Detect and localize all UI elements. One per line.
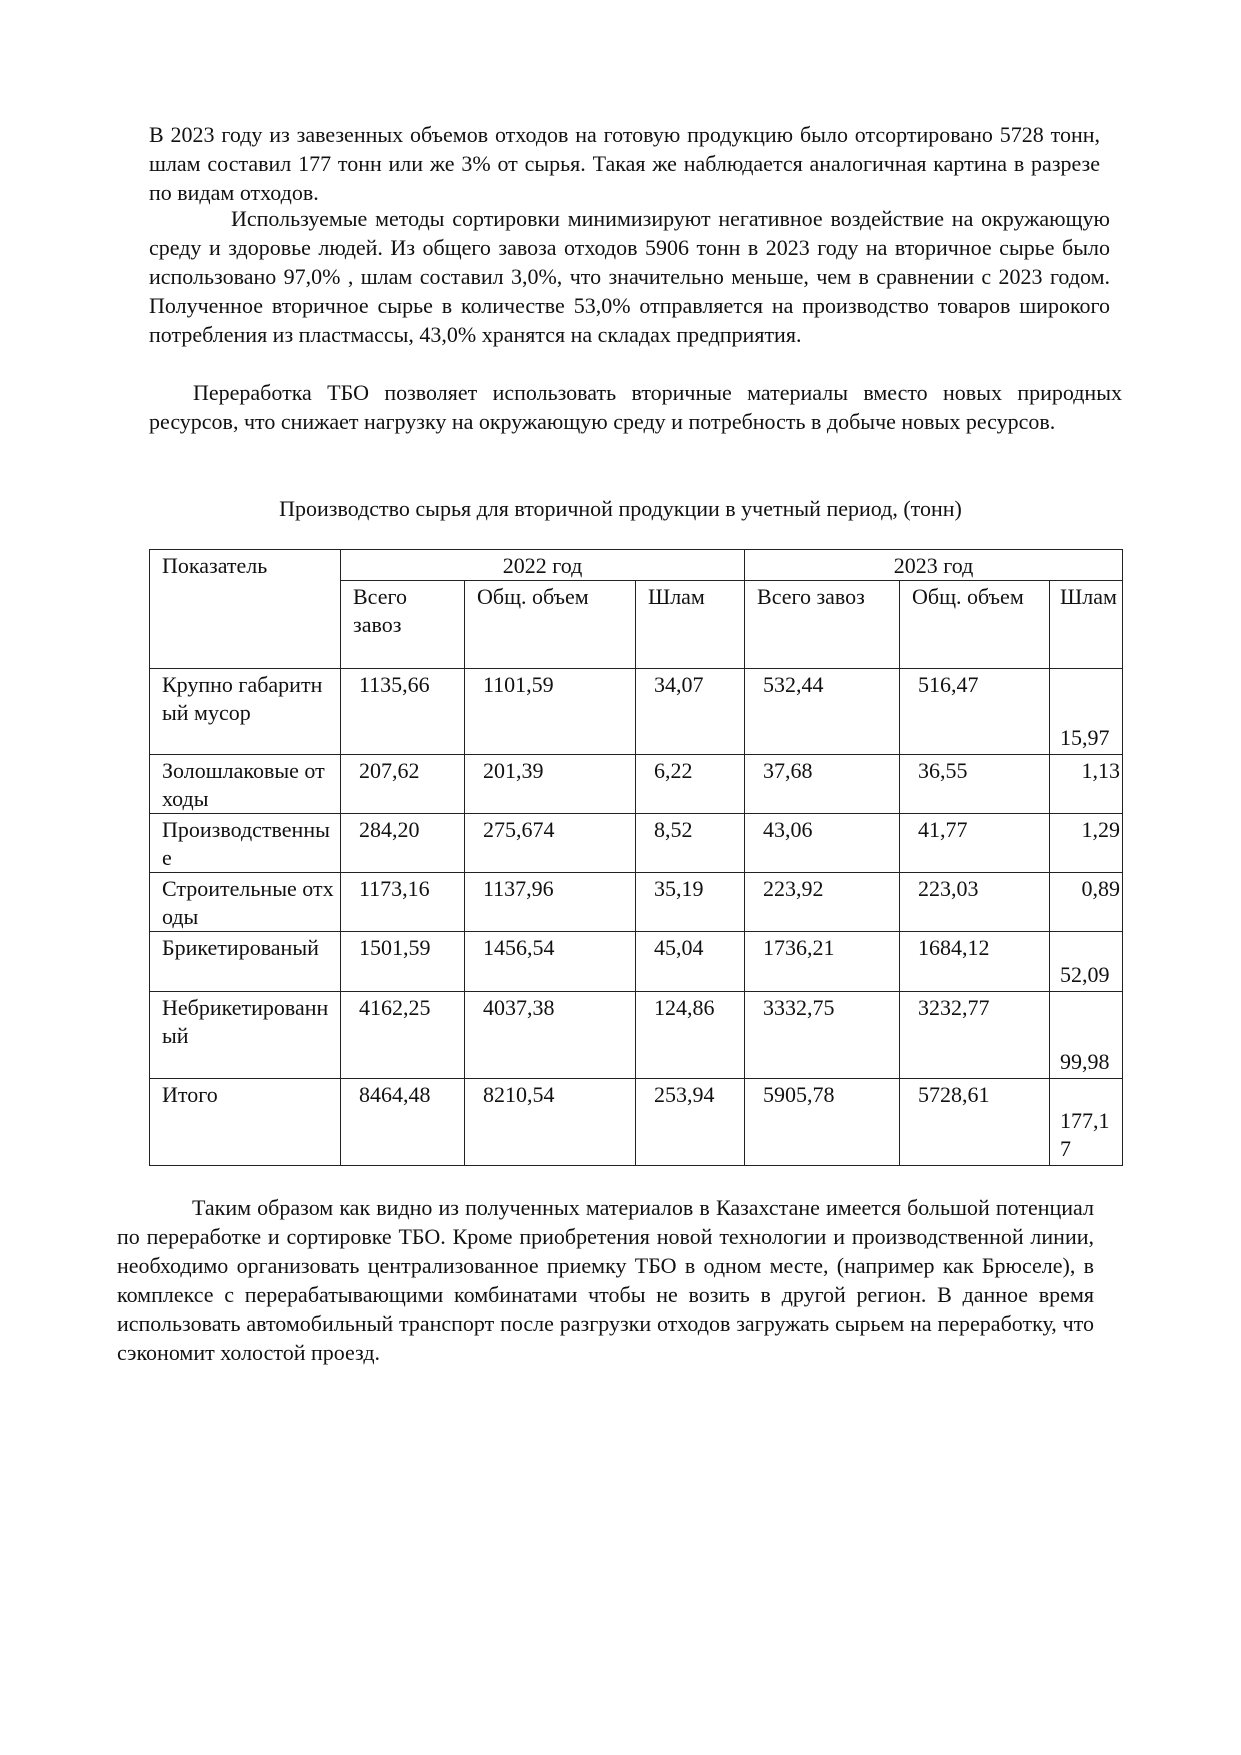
table-cell: 41,77 bbox=[899, 813, 1051, 873]
table-cell: 207,62 bbox=[340, 754, 465, 814]
table-cell: 6,22 bbox=[634, 754, 746, 814]
header-col: Шлам bbox=[634, 580, 746, 669]
table-cell: 4037,38 bbox=[464, 991, 636, 1079]
table-cell: 1,13 bbox=[1049, 754, 1124, 814]
header-col: Всего завоз bbox=[744, 580, 901, 669]
table-cell: 1137,96 bbox=[464, 872, 636, 932]
table-cell: 516,47 bbox=[899, 668, 1051, 755]
header-year-2023: 2023 год bbox=[744, 549, 1124, 581]
table-caption: Производство сырья для вторичной продукц… bbox=[279, 496, 962, 521]
row-label: Брикетированый bbox=[149, 931, 341, 992]
table-cell: 3232,77 bbox=[899, 991, 1051, 1079]
row-label: Небрикетированный bbox=[149, 991, 341, 1079]
table-cell: 52,09 bbox=[1049, 931, 1124, 992]
table-cell: 1135,66 bbox=[340, 668, 465, 755]
row-label: Итого bbox=[149, 1078, 341, 1166]
table-row: Небрикетированный 4162,25 4037,38 124,86 333… bbox=[149, 991, 1124, 1079]
table-cell: 201,39 bbox=[464, 754, 636, 814]
table-cell: 37,68 bbox=[744, 754, 901, 814]
table-cell: 284,20 bbox=[340, 813, 465, 873]
table-cell: 1173,16 bbox=[340, 872, 465, 932]
row-label: Производственные bbox=[149, 813, 341, 873]
header-col: Общ. объем bbox=[899, 580, 1051, 669]
table-cell: 1684,12 bbox=[899, 931, 1051, 992]
table-row: Производственные 284,20 275,674 8,52 43,06 41… bbox=[149, 813, 1124, 873]
table-cell: 4162,25 bbox=[340, 991, 465, 1079]
header-col: Всего завоз bbox=[340, 580, 465, 669]
table-cell: 223,03 bbox=[899, 872, 1051, 932]
table-row: Брикетированый 1501,59 1456,54 45,04 1736,21… bbox=[149, 931, 1124, 992]
table-cell: 223,92 bbox=[744, 872, 901, 932]
table-row: Золошлаковые отходы 207,62 201,39 6,22 37,68… bbox=[149, 754, 1124, 814]
table-cell: 5728,61 bbox=[899, 1078, 1051, 1166]
table-cell: 177,17 bbox=[1049, 1078, 1124, 1166]
table-cell: 34,07 bbox=[634, 668, 746, 755]
table-cell: 532,44 bbox=[744, 668, 901, 755]
table-cell: 124,86 bbox=[634, 991, 746, 1079]
table-cell: 1736,21 bbox=[744, 931, 901, 992]
table-header-row: Показатель 2022 год 2023 год bbox=[149, 549, 1124, 669]
header-indicator: Показатель bbox=[149, 549, 341, 669]
paragraph-recycling: Переработка ТБО позволяет использовать в… bbox=[149, 380, 1122, 434]
table-cell: 8464,48 bbox=[340, 1078, 465, 1166]
table-row: Итого 8464,48 8210,54 253,94 5905,78 5728,61 1… bbox=[149, 1078, 1124, 1166]
header-col: Общ. объем bbox=[464, 580, 636, 669]
header-col: Шлам bbox=[1049, 580, 1124, 669]
table-row: Строительные отходы 1173,16 1137,96 35,19 22… bbox=[149, 872, 1124, 932]
table-cell: 275,674 bbox=[464, 813, 636, 873]
paragraph-intro: В 2023 году из завезенных объемов отходо… bbox=[149, 122, 1100, 205]
table-cell: 1501,59 bbox=[340, 931, 465, 992]
table-cell: 8,52 bbox=[634, 813, 746, 873]
table-cell: 5905,78 bbox=[744, 1078, 901, 1166]
table-cell: 1456,54 bbox=[464, 931, 636, 992]
table-cell: 253,94 bbox=[634, 1078, 746, 1166]
table-cell: 99,98 bbox=[1049, 991, 1124, 1079]
table-cell: 3332,75 bbox=[744, 991, 901, 1079]
table-cell: 1,29 bbox=[1049, 813, 1124, 873]
table-cell: 43,06 bbox=[744, 813, 901, 873]
table-subheader-row: Всего завоз Общ. объем Шлам Всего завоз … bbox=[150, 580, 1124, 669]
table-cell: 15,97 bbox=[1049, 668, 1124, 755]
paragraph-conclusion: Таким образом как видно из полученных ма… bbox=[117, 1195, 1094, 1365]
table-cell: 0,89 bbox=[1049, 872, 1124, 932]
header-year-2022: 2022 год bbox=[339, 549, 746, 581]
table-cell: 45,04 bbox=[634, 931, 746, 992]
table-cell: 36,55 bbox=[899, 754, 1051, 814]
row-label: Крупно габаритный мусор bbox=[149, 668, 341, 755]
table-cell: 35,19 bbox=[634, 872, 746, 932]
production-table: Показатель 2022 год 2023 год Всего завоз… bbox=[149, 549, 1124, 1166]
table-cell: 8210,54 bbox=[464, 1078, 636, 1166]
row-label: Золошлаковые отходы bbox=[149, 754, 341, 814]
row-label: Строительные отходы bbox=[149, 872, 341, 932]
table-cell: 1101,59 bbox=[464, 668, 636, 755]
paragraph-methods: Используемые методы сортировки минимизир… bbox=[149, 206, 1110, 347]
table-row: Крупно габаритный мусор 1135,66 1101,59 34,… bbox=[149, 668, 1124, 755]
